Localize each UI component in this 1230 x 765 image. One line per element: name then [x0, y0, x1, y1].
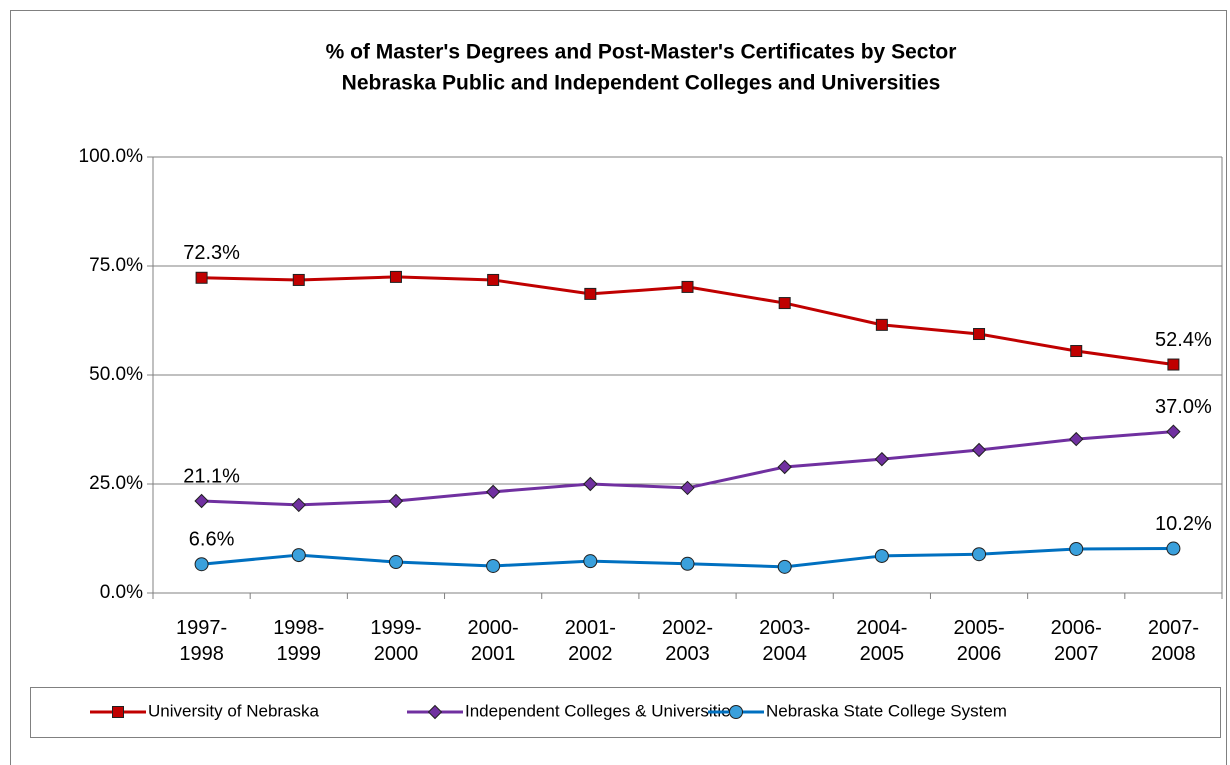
marker: [680, 480, 695, 496]
marker: [680, 556, 695, 571]
marker: [971, 442, 987, 458]
marker: [388, 493, 404, 509]
y-tick-label: 50.0%: [89, 364, 143, 385]
data-label: 21.1%: [183, 465, 240, 487]
marker: [486, 558, 501, 573]
marker: [388, 555, 403, 570]
marker: [112, 706, 124, 718]
marker: [681, 280, 694, 293]
marker: [427, 704, 443, 720]
marker: [583, 554, 598, 569]
legend-label: Nebraska State College System: [766, 701, 1007, 720]
marker: [291, 548, 306, 563]
x-tick-label: 2005-2006: [953, 617, 1005, 665]
legend-label: Independent Colleges & Universities: [465, 701, 739, 720]
marker: [1166, 424, 1181, 439]
x-tick-label: 1999-2000: [370, 617, 422, 665]
marker: [1069, 541, 1084, 556]
marker: [291, 497, 306, 513]
marker: [195, 271, 208, 284]
marker: [194, 493, 209, 509]
marker: [973, 328, 986, 341]
x-tick-label: 2002-2003: [661, 617, 714, 665]
marker: [292, 273, 305, 286]
y-tick-label: 0.0%: [100, 582, 143, 603]
data-label: 10.2%: [1155, 513, 1212, 535]
chart-subtitle: Nebraska Public and Independent Colleges…: [342, 72, 941, 95]
data-label: 52.4%: [1155, 329, 1212, 351]
marker: [487, 273, 500, 286]
legend-box: [30, 687, 1221, 738]
legend-label: University of Nebraska: [148, 701, 320, 720]
marker: [583, 476, 598, 492]
x-tick-label: 2001-2002: [564, 617, 616, 665]
marker: [778, 297, 791, 310]
marker: [1166, 541, 1181, 556]
x-tick-label: 1997-1998: [176, 617, 228, 665]
marker: [389, 270, 402, 283]
marker: [485, 484, 501, 500]
marker: [777, 559, 792, 574]
x-tick-label: 2007-2008: [1147, 617, 1199, 665]
marker: [875, 318, 888, 331]
chart-border: [10, 10, 1227, 765]
y-tick-label: 25.0%: [89, 473, 143, 494]
data-label: 37.0%: [1155, 396, 1212, 418]
marker: [1070, 345, 1083, 358]
x-tick-label: 2003-2004: [759, 617, 811, 665]
x-tick-label: 2006-2007: [1050, 617, 1102, 665]
y-tick-label: 75.0%: [89, 255, 143, 276]
data-label: 6.6%: [189, 529, 235, 551]
marker: [874, 451, 890, 467]
marker: [729, 705, 743, 719]
data-label: 72.3%: [183, 242, 240, 264]
marker: [972, 547, 987, 562]
marker: [584, 287, 597, 300]
x-tick-label: 2004-2005: [856, 617, 908, 665]
marker: [777, 459, 792, 475]
marker: [1167, 358, 1180, 371]
x-tick-label: 1998-1999: [273, 617, 325, 665]
marker: [874, 548, 889, 563]
marker: [194, 557, 209, 572]
marker: [1069, 431, 1084, 447]
y-tick-label: 100.0%: [79, 146, 144, 167]
chart-title: % of Master's Degrees and Post-Master's …: [326, 41, 957, 64]
x-tick-label: 2000-2001: [467, 617, 519, 665]
